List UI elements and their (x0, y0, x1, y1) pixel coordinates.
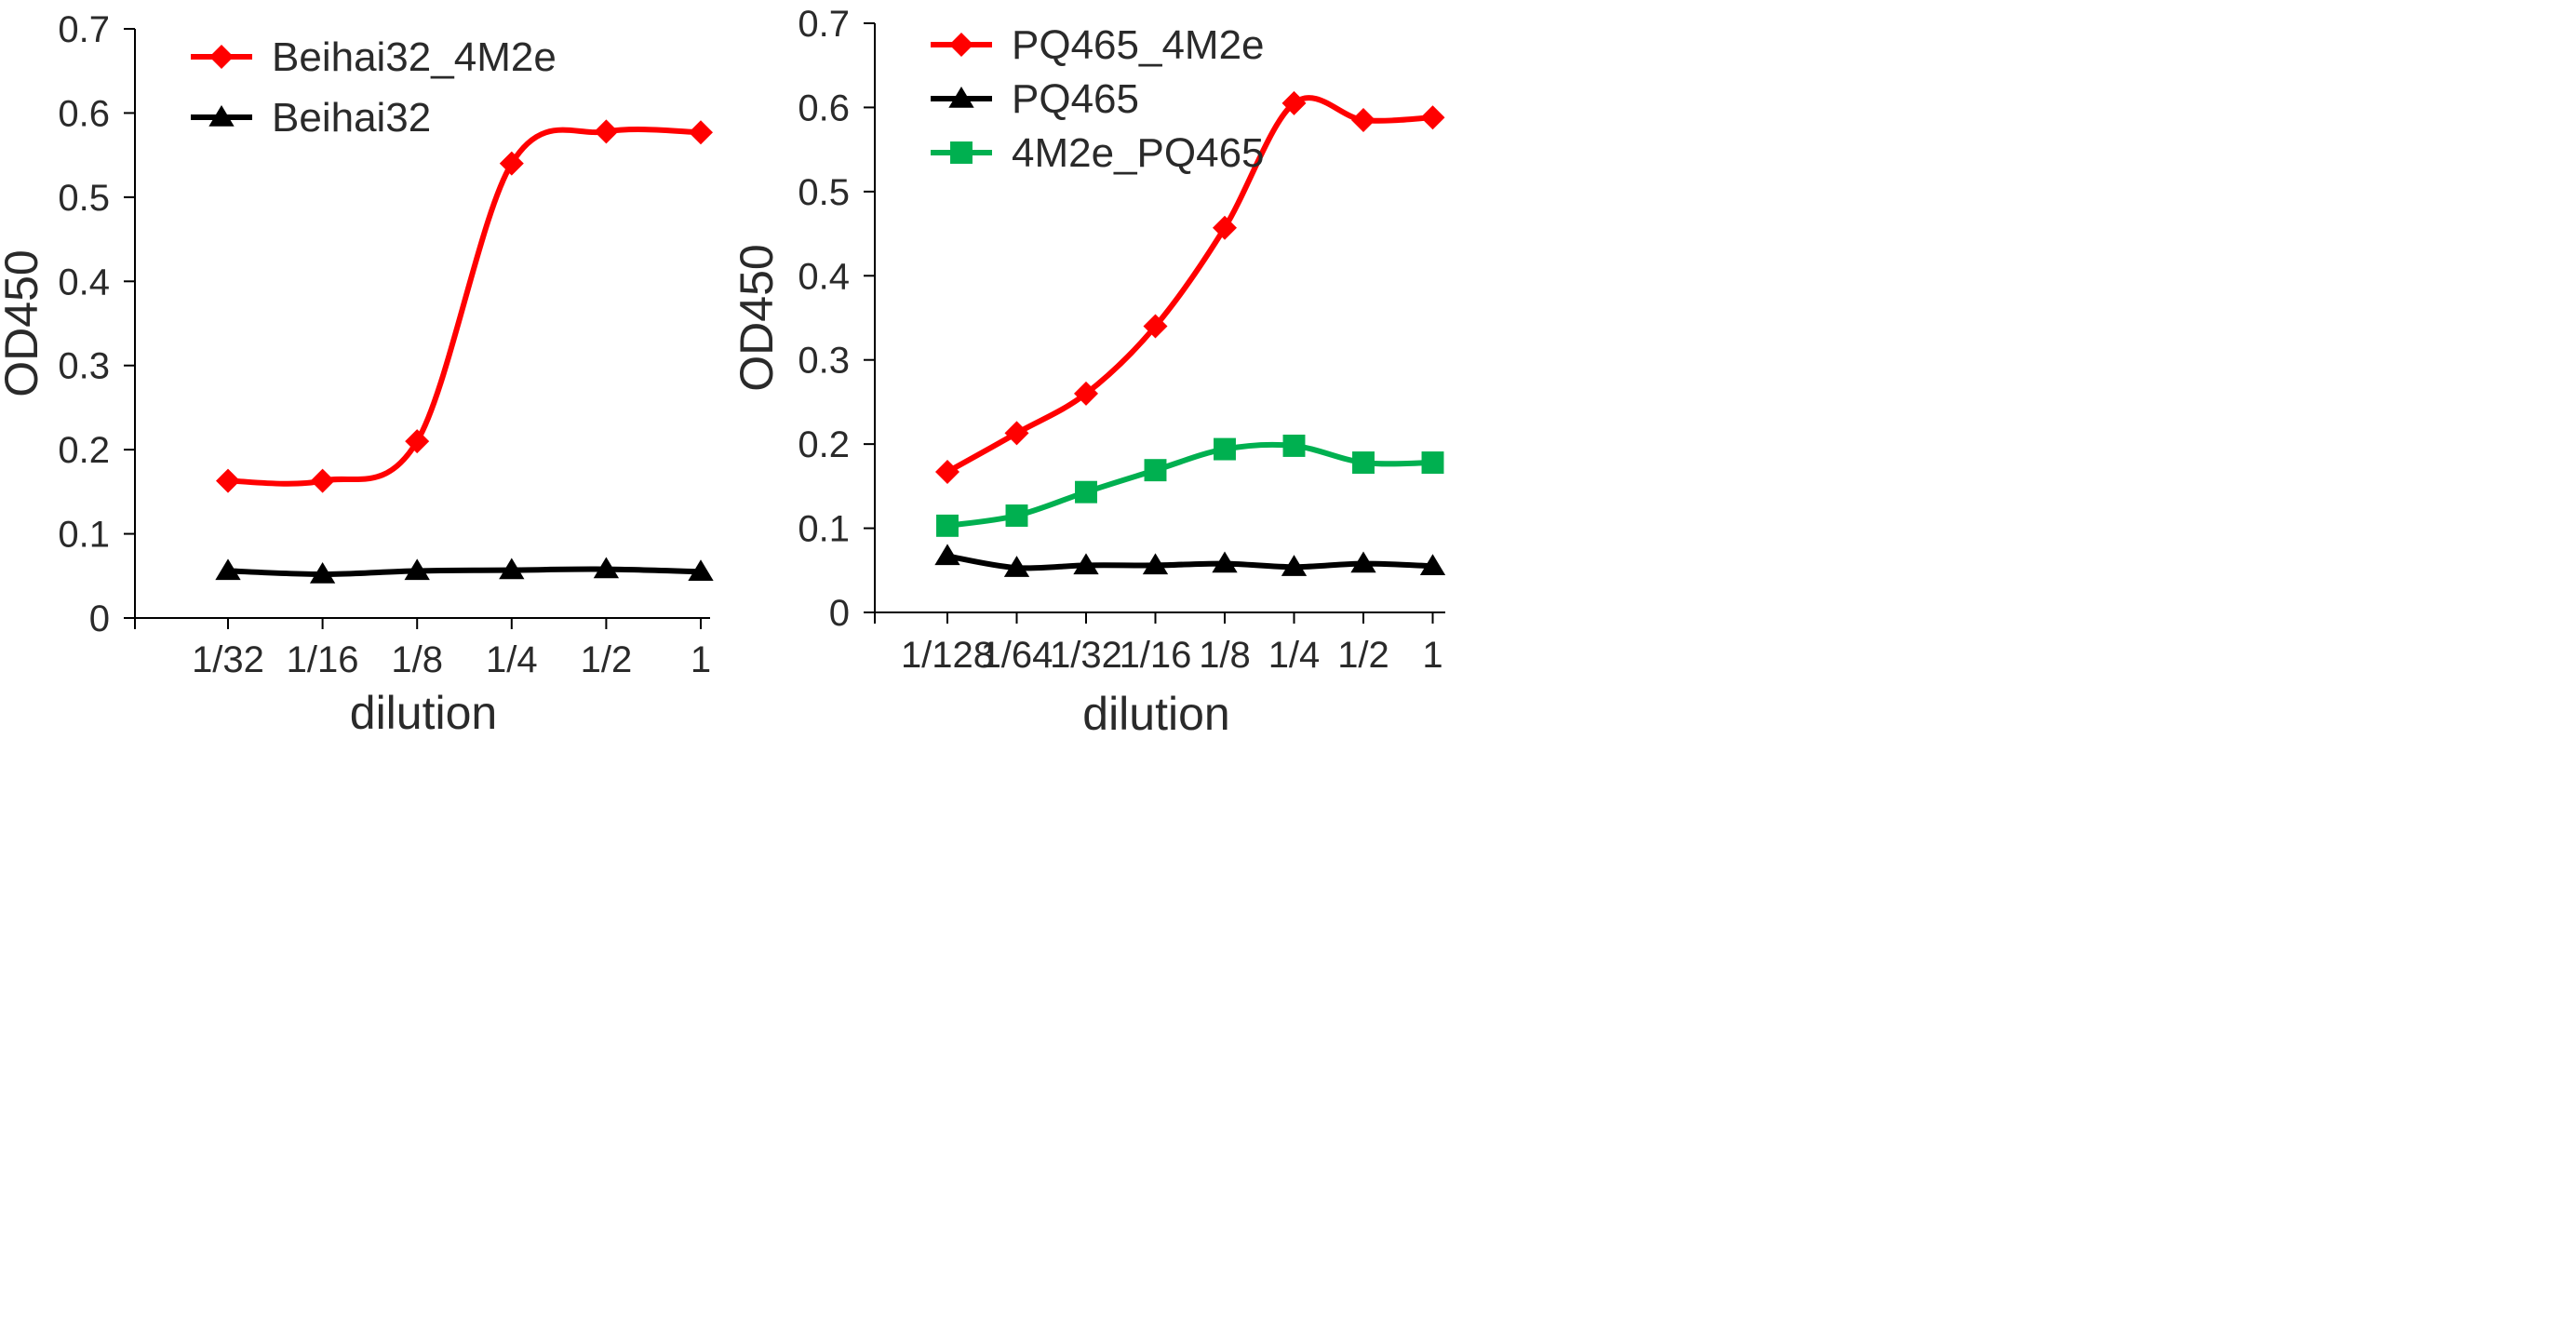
y-tick-label: 0.6 (58, 93, 110, 134)
x-tick-label: 1/16 (287, 639, 359, 680)
y-tick-label: 0.2 (58, 430, 110, 471)
x-tick-label: 1/32 (1050, 635, 1122, 676)
data-point-PQ465 (934, 544, 960, 566)
y-tick-label: 0.5 (798, 172, 850, 213)
legend-marker-PQ465_4M2e (949, 33, 973, 57)
y-tick-label: 0 (89, 598, 110, 639)
data-point-4M2e_PQ465 (936, 514, 959, 537)
data-point-Beihai32 (593, 557, 620, 579)
data-point-4M2e_PQ465 (1352, 451, 1375, 474)
data-point-PQ465 (1142, 553, 1169, 575)
data-point-PQ465 (1003, 556, 1030, 577)
y-tick-label: 0.3 (58, 346, 110, 387)
data-point-PQ465 (1212, 551, 1238, 573)
x-tick-label: 1/4 (486, 639, 538, 680)
data-point-4M2e_PQ465 (1282, 434, 1306, 457)
data-point-Beihai32_4M2e (499, 151, 524, 176)
legend-label: 4M2e_PQ465 (1012, 130, 1265, 176)
data-point-PQ465_4M2e (1420, 105, 1445, 130)
x-tick-label: 1/128 (901, 635, 994, 676)
x-tick-label: 1/8 (1199, 635, 1251, 676)
data-point-PQ465_4M2e (1213, 215, 1237, 240)
y-tick-label: 0 (829, 593, 850, 634)
x-tick-label: 1/32 (192, 639, 264, 680)
data-point-Beihai32 (688, 559, 714, 582)
data-point-PQ465 (1350, 551, 1376, 573)
data-point-4M2e_PQ465 (1144, 459, 1167, 482)
data-point-PQ465_4M2e (935, 459, 959, 484)
legend-label: Beihai32_4M2e (272, 34, 557, 80)
legend-marker-Beihai32 (208, 105, 235, 127)
data-point-PQ465_4M2e (1351, 107, 1375, 132)
y-axis-title: OD450 (731, 244, 783, 391)
data-point-Beihai32 (215, 558, 241, 581)
x-tick-label: 1/64 (981, 635, 1053, 676)
series-line-PQ465_4M2e (945, 95, 1436, 475)
x-tick-label: 1 (1422, 635, 1442, 676)
chart-panel-1: 0 0.1 0.2 0.3 0.4 0.5 0.6 0.7 1/32 1/16 1/8 1/4 1/2 1… (0, 9, 714, 739)
y-tick-label: 0.1 (58, 515, 110, 556)
data-point-PQ465_4M2e (1074, 381, 1098, 406)
data-point-Beihai32_4M2e (689, 120, 713, 145)
legend-label: PQ465_4M2e (1012, 22, 1265, 68)
x-tick-label: 1/4 (1268, 635, 1321, 676)
x-tick-label: 1/8 (391, 639, 443, 680)
y-tick-label: 0.7 (58, 9, 110, 50)
x-tick-label: 1 (691, 639, 711, 680)
data-point-Beihai32_4M2e (405, 429, 430, 454)
data-point-Beihai32 (499, 558, 525, 580)
y-tick-label: 0.6 (798, 87, 850, 128)
legend-label: Beihai32 (272, 95, 431, 141)
x-axis-title: dilution (1082, 688, 1229, 740)
data-point-Beihai32_4M2e (216, 468, 240, 493)
data-point-Beihai32_4M2e (310, 468, 335, 493)
y-tick-label: 0.7 (798, 4, 850, 45)
data-point-4M2e_PQ465 (1075, 480, 1097, 504)
y-tick-label: 0.4 (798, 256, 850, 297)
data-point-4M2e_PQ465 (1214, 437, 1236, 461)
y-tick-label: 0.1 (798, 509, 850, 550)
series-line-Beihai32 (225, 566, 704, 577)
data-point-PQ465 (1073, 553, 1099, 575)
legend-marker-Beihai32_4M2e (209, 45, 234, 69)
data-point-Beihai32 (404, 558, 430, 581)
legend-marker-PQ465 (948, 87, 974, 108)
data-point-PQ465 (1281, 555, 1308, 576)
data-point-PQ465_4M2e (1281, 90, 1307, 115)
series-line-Beihai32_4M2e (225, 127, 704, 487)
x-tick-label: 1/16 (1120, 635, 1192, 676)
legend-marker-4M2e_PQ465 (950, 141, 973, 164)
data-point-Beihai32 (309, 561, 336, 584)
data-point-PQ465 (1419, 554, 1446, 576)
x-axis-title: dilution (350, 687, 497, 739)
legend-label: PQ465 (1012, 76, 1139, 122)
y-tick-label: 0.3 (798, 341, 850, 382)
x-tick-label: 1/2 (1337, 635, 1389, 676)
data-point-Beihai32_4M2e (594, 119, 619, 144)
data-point-PQ465_4M2e (1004, 421, 1029, 446)
x-tick-label: 1/2 (581, 639, 633, 680)
data-point-PQ465_4M2e (1143, 314, 1168, 339)
y-tick-label: 0.5 (58, 178, 110, 219)
y-tick-label: 0.2 (798, 424, 850, 465)
y-tick-label: 0.4 (58, 262, 110, 302)
y-axis-title: OD450 (0, 249, 47, 396)
data-point-4M2e_PQ465 (1005, 504, 1028, 527)
data-point-4M2e_PQ465 (1421, 451, 1444, 474)
